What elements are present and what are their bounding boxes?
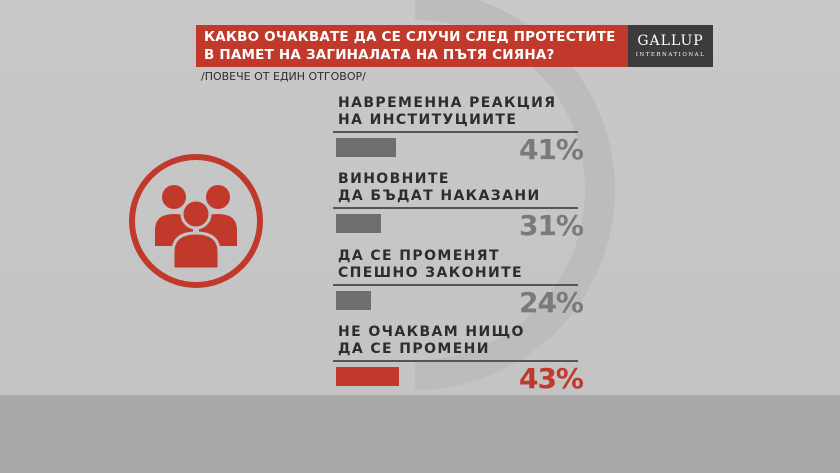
answer-label: ДА СЕ ПРОМЕНЯТ СПЕШНО ЗАКОНИТЕ [338,248,523,282]
row-divider [333,360,578,362]
answer-percent: 41% [518,133,584,166]
answer-label-line: СПЕШНО ЗАКОНИТЕ [338,265,524,281]
answer-bar [336,291,371,310]
answer-bar [336,214,381,233]
answer-label-line: ДА СЕ ПРОМЕНЯТ [338,248,500,264]
answer-label-line: НЕ ОЧАКВАМ НИЩО [338,324,525,340]
answer-label-line: ДА СЕ ПРОМЕНИ [338,341,490,357]
people-icon-circle [129,154,263,288]
logo-text: GALLUP [637,33,704,49]
answer-bar [336,367,399,386]
title-line-1: КАКВО ОЧАКВАТЕ ДА СЕ СЛУЧИ СЛЕД ПРОТЕСТИ… [204,29,616,45]
people-group-icon [155,185,237,271]
title-line-2: В ПАМЕТ НА ЗАГИНАЛАТА НА ПЪТЯ СИЯНА? [204,47,555,63]
row-divider [333,207,578,209]
subtitle: /ПОВЕЧЕ ОТ ЕДИН ОТГОВОР/ [201,70,366,83]
answer-label-line: ВИНОВНИТЕ [338,171,450,187]
answer-percent: 43% [518,362,584,395]
answer-percent: 31% [518,209,584,242]
answer-row: ВИНОВНИТЕ ДА БЪДАТ НАКАЗАНИ 31% [333,171,584,251]
bottom-band [0,395,840,473]
answer-label-line: НАВРЕМЕННА РЕАКЦИЯ [338,95,557,111]
logo-subtext: INTERNATIONAL [635,52,706,58]
title-banner: КАКВО ОЧАКВАТЕ ДА СЕ СЛУЧИ СЛЕД ПРОТЕСТИ… [196,25,628,67]
answer-row: НАВРЕМЕННА РЕАКЦИЯ НА ИНСТИТУЦИИТЕ 41% [333,95,584,175]
answer-bar [336,138,396,157]
answer-percent: 24% [518,286,584,319]
gallup-logo: GALLUP INTERNATIONAL [628,25,713,67]
answer-label: НЕ ОЧАКВАМ НИЩО ДА СЕ ПРОМЕНИ [338,324,525,358]
answer-row: НЕ ОЧАКВАМ НИЩО ДА СЕ ПРОМЕНИ 43% [333,324,584,404]
answer-label: НАВРЕМЕННА РЕАКЦИЯ НА ИНСТИТУЦИИТЕ [338,95,556,129]
answer-label-line: ДА БЪДАТ НАКАЗАНИ [338,188,541,204]
row-divider [333,131,578,133]
row-divider [333,284,578,286]
answer-label-line: НА ИНСТИТУЦИИТЕ [338,112,518,128]
answer-label: ВИНОВНИТЕ ДА БЪДАТ НАКАЗАНИ [338,171,541,205]
answer-row: ДА СЕ ПРОМЕНЯТ СПЕШНО ЗАКОНИТЕ 24% [333,248,584,328]
